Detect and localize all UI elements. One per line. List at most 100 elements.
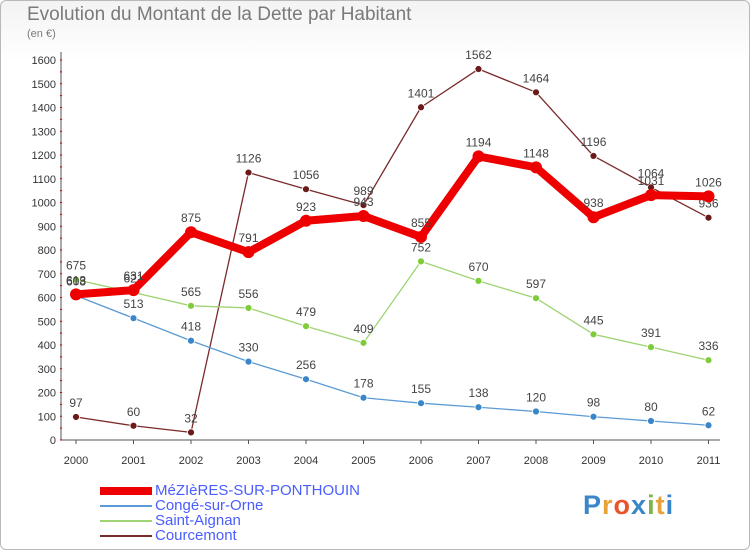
data-point-conge-sur-orne bbox=[244, 357, 253, 366]
y-tick-label: 1100 bbox=[32, 174, 56, 186]
data-label-courcemont: 1064 bbox=[638, 166, 665, 180]
data-label-conge-sur-orne: 155 bbox=[411, 382, 431, 396]
data-point-conge-sur-orne bbox=[187, 336, 195, 345]
data-point-mezieres-sur-ponthouin bbox=[530, 161, 542, 174]
data-label-courcemont: 1401 bbox=[408, 86, 435, 100]
data-point-conge-sur-orne bbox=[704, 421, 713, 430]
logo-letter: t bbox=[655, 490, 666, 520]
data-point-mezieres-sur-ponthouin bbox=[185, 226, 197, 239]
y-tick-label: 1300 bbox=[32, 126, 56, 138]
logo-letter: o bbox=[613, 490, 632, 520]
x-tick-label: 2005 bbox=[351, 455, 375, 467]
x-tick-label: 2002 bbox=[179, 455, 203, 467]
y-tick-label: 1400 bbox=[32, 103, 56, 115]
y-tick-label: 400 bbox=[38, 340, 56, 352]
data-point-conge-sur-orne bbox=[129, 314, 138, 323]
data-label-mezieres-sur-ponthouin: 938 bbox=[583, 196, 603, 210]
series-line-courcemont bbox=[75, 68, 710, 434]
data-point-conge-sur-orne bbox=[359, 393, 368, 402]
data-point-conge-sur-orne bbox=[474, 403, 483, 412]
data-point-courcemont bbox=[72, 413, 80, 421]
data-label-mezieres-sur-ponthouin: 1194 bbox=[466, 135, 492, 149]
data-point-mezieres-sur-ponthouin bbox=[702, 190, 715, 203]
legend-swatch bbox=[100, 505, 152, 507]
data-label-mezieres-sur-ponthouin: 923 bbox=[296, 200, 316, 214]
data-point-mezieres-sur-ponthouin bbox=[300, 214, 312, 227]
data-point-mezieres-sur-ponthouin bbox=[645, 189, 657, 202]
data-point-conge-sur-orne bbox=[302, 375, 310, 384]
x-tick-label: 2003 bbox=[236, 455, 260, 467]
data-label-courcemont: 1562 bbox=[465, 48, 492, 62]
y-tick-label: 100 bbox=[38, 411, 56, 423]
data-label-mezieres-sur-ponthouin: 943 bbox=[353, 195, 373, 209]
data-point-mezieres-sur-ponthouin bbox=[127, 284, 140, 297]
data-point-saint-aignan bbox=[72, 275, 80, 284]
logo-letter: r bbox=[602, 490, 614, 520]
data-point-courcemont bbox=[474, 65, 483, 73]
data-label-courcemont: 1464 bbox=[523, 71, 550, 85]
data-point-mezieres-sur-ponthouin bbox=[415, 230, 427, 243]
data-label-conge-sur-orne: 330 bbox=[238, 341, 258, 355]
y-tick-label: 600 bbox=[38, 293, 56, 305]
series-line-conge-sur-orne bbox=[75, 294, 710, 426]
data-label-conge-sur-orne: 256 bbox=[296, 358, 316, 372]
data-point-mezieres-sur-ponthouin bbox=[70, 288, 82, 301]
x-tick-label: 2006 bbox=[409, 455, 433, 467]
data-point-saint-aignan bbox=[589, 330, 598, 339]
data-point-conge-sur-orne bbox=[532, 407, 540, 416]
legend-label: Congé-sur-Orne bbox=[155, 497, 264, 514]
y-tick-label: 1500 bbox=[32, 79, 56, 91]
data-label-mezieres-sur-ponthouin: 631 bbox=[123, 269, 143, 283]
data-label-saint-aignan: 565 bbox=[181, 285, 201, 299]
data-label-courcemont: 1056 bbox=[293, 168, 320, 182]
data-label-conge-sur-orne: 120 bbox=[526, 391, 546, 405]
x-tick-label: 2000 bbox=[64, 455, 88, 467]
data-label-conge-sur-orne: 62 bbox=[702, 404, 716, 418]
y-tick-label: 0 bbox=[50, 435, 56, 447]
data-label-saint-aignan: 391 bbox=[641, 326, 661, 340]
data-point-courcemont bbox=[129, 421, 138, 430]
logo-letter: i bbox=[647, 490, 656, 520]
data-label-mezieres-sur-ponthouin: 875 bbox=[181, 211, 201, 225]
data-point-mezieres-sur-ponthouin bbox=[587, 211, 600, 224]
data-point-courcemont bbox=[532, 88, 540, 97]
data-label-mezieres-sur-ponthouin: 613 bbox=[66, 273, 86, 287]
y-tick-label: 500 bbox=[38, 316, 56, 328]
x-tick-label: 2008 bbox=[524, 455, 548, 467]
y-tick-label: 1600 bbox=[32, 55, 56, 67]
data-point-conge-sur-orne bbox=[589, 412, 598, 421]
data-point-mezieres-sur-ponthouin bbox=[242, 246, 255, 259]
data-point-saint-aignan bbox=[244, 304, 253, 312]
data-label-saint-aignan: 336 bbox=[698, 339, 718, 353]
y-tick-label: 800 bbox=[38, 245, 56, 257]
legend-label: Saint-Aignan bbox=[155, 512, 241, 529]
data-label-saint-aignan: 445 bbox=[583, 313, 603, 327]
x-tick-label: 2007 bbox=[466, 455, 490, 467]
x-tick-label: 2011 bbox=[697, 455, 721, 467]
legend-swatch bbox=[100, 487, 152, 495]
data-label-courcemont: 60 bbox=[127, 405, 141, 419]
data-point-saint-aignan bbox=[532, 294, 540, 303]
data-label-conge-sur-orne: 178 bbox=[353, 377, 373, 391]
legend-label: MéZIèRES-SUR-PONTHOUIN bbox=[155, 482, 361, 499]
data-label-conge-sur-orne: 80 bbox=[644, 400, 658, 414]
data-label-saint-aignan: 675 bbox=[66, 259, 86, 273]
legend-swatch bbox=[100, 520, 152, 522]
data-label-saint-aignan: 556 bbox=[238, 287, 258, 301]
data-point-mezieres-sur-ponthouin bbox=[472, 150, 485, 163]
data-label-courcemont: 1126 bbox=[236, 152, 262, 166]
data-point-courcemont bbox=[704, 213, 713, 222]
series-line-mezieres-sur-ponthouin bbox=[72, 152, 713, 299]
data-label-saint-aignan: 409 bbox=[353, 322, 373, 336]
series-line-saint-aignan bbox=[75, 260, 710, 361]
data-label-mezieres-sur-ponthouin: 1026 bbox=[695, 175, 722, 189]
data-label-conge-sur-orne: 513 bbox=[123, 297, 143, 311]
legend-swatch bbox=[100, 535, 152, 537]
data-point-courcemont bbox=[244, 168, 253, 177]
data-label-conge-sur-orne: 608 bbox=[66, 275, 86, 289]
y-tick-label: 900 bbox=[38, 221, 56, 233]
data-label-mezieres-sur-ponthouin: 855 bbox=[411, 216, 431, 230]
data-point-courcemont bbox=[187, 428, 195, 437]
data-point-courcemont bbox=[302, 185, 310, 194]
